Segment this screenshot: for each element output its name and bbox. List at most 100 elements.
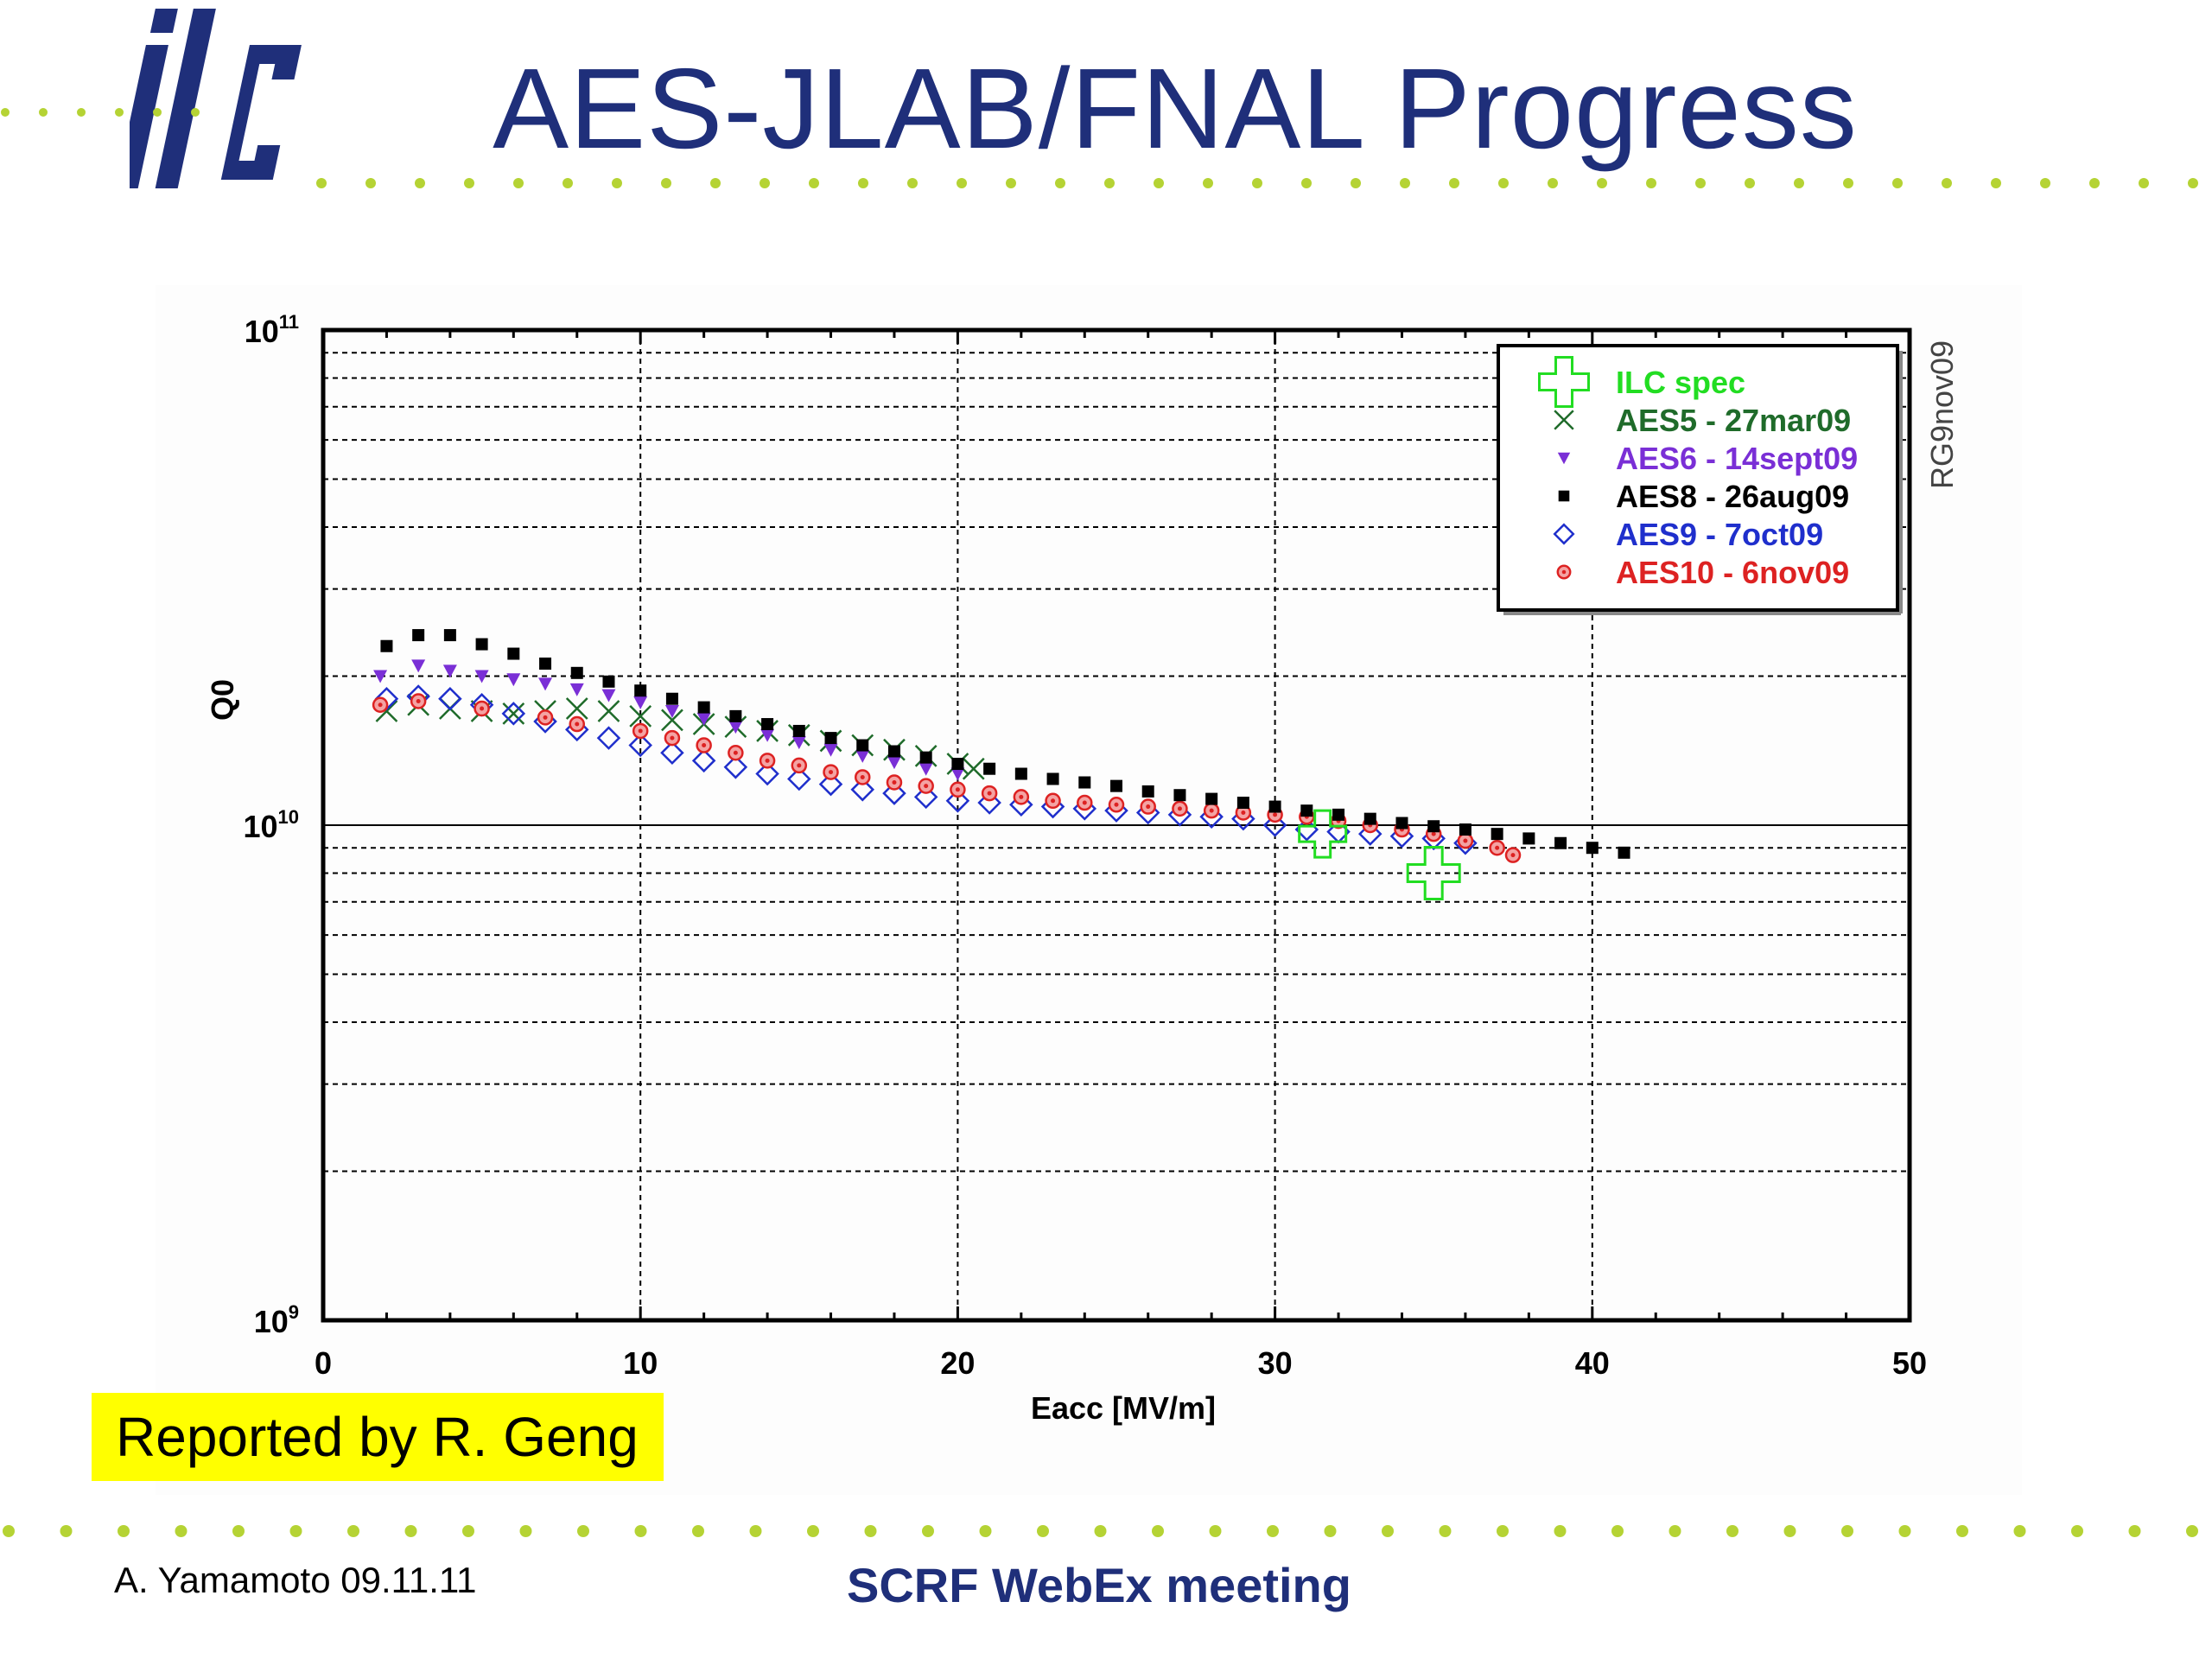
- data-point: [1268, 800, 1281, 813]
- reported-by-note: Reported by R. Geng: [92, 1393, 664, 1481]
- ilc-logo: ilc: [130, 9, 302, 188]
- data-point: [791, 736, 806, 750]
- data-point: [856, 739, 869, 752]
- data-point: [442, 664, 457, 678]
- side-label: RG9nov09: [1924, 340, 1960, 489]
- data-point: [850, 778, 875, 802]
- data-point: [538, 677, 553, 691]
- x-axis-label: Eacc [MV/m]: [1031, 1390, 1216, 1426]
- data-point: [373, 670, 388, 683]
- x-tick-label: 30: [1258, 1345, 1293, 1381]
- data-point: [1014, 767, 1027, 780]
- data-point: [887, 745, 900, 758]
- data-point: [501, 702, 526, 726]
- footer-author: A. Yamamoto 09.11.11: [114, 1560, 477, 1600]
- data-point: [438, 686, 462, 711]
- series-aes8: [380, 629, 1630, 859]
- data-point: [629, 704, 652, 728]
- x-tick-label: 20: [940, 1345, 975, 1381]
- data-point: [1077, 794, 1093, 811]
- data-point: [761, 718, 774, 731]
- series-aes6: [373, 659, 965, 781]
- data-point: [475, 638, 488, 651]
- data-point: [628, 733, 652, 758]
- data-point: [1141, 785, 1154, 798]
- data-point: [1332, 808, 1345, 821]
- data-point: [918, 762, 933, 776]
- data-point: [1009, 792, 1033, 817]
- data-point: [602, 675, 615, 688]
- data-point: [664, 729, 681, 747]
- data-point: [723, 755, 748, 779]
- data-point: [697, 701, 710, 714]
- data-point: [661, 709, 683, 732]
- data-point: [412, 629, 425, 642]
- data-point: [691, 748, 716, 773]
- data-point: [823, 743, 838, 757]
- legend-label: AES5 - 27mar09: [1616, 403, 1851, 438]
- data-point: [1172, 800, 1188, 817]
- data-point: [1556, 564, 1572, 580]
- data-point: [537, 709, 554, 726]
- data-point: [633, 696, 648, 709]
- data-point: [1140, 798, 1156, 815]
- data-point: [962, 757, 985, 780]
- data-point: [539, 658, 552, 671]
- data-point: [945, 789, 970, 813]
- data-point: [728, 721, 743, 734]
- data-point: [823, 764, 839, 780]
- data-point: [1203, 802, 1220, 819]
- data-point: [824, 732, 837, 745]
- data-point: [660, 741, 684, 766]
- data-point: [887, 756, 901, 770]
- data-point: [918, 778, 934, 794]
- data-point: [950, 767, 965, 781]
- x-tick-label: 50: [1892, 1345, 1927, 1381]
- data-point: [696, 737, 712, 753]
- data-point: [855, 749, 870, 763]
- data-point: [410, 693, 427, 709]
- data-point: [1013, 789, 1030, 805]
- y-tick-label: 1011: [245, 311, 299, 349]
- y-axis-label: Q0: [205, 679, 240, 721]
- data-point: [1173, 789, 1186, 802]
- data-point: [886, 774, 903, 791]
- bottom-dotted-divider: [3, 1525, 2198, 1537]
- y-tick-label: 1010: [243, 806, 299, 844]
- data-point: [759, 753, 776, 769]
- data-point: [951, 758, 964, 771]
- series-ilc: [1298, 809, 1461, 901]
- x-tick-label: 40: [1575, 1345, 1610, 1381]
- data-point: [977, 791, 1001, 815]
- data-point: [632, 722, 649, 740]
- data-point: [502, 702, 525, 725]
- data-point: [729, 709, 742, 722]
- data-point: [1554, 410, 1574, 430]
- top-dotted-divider: [1, 108, 2198, 188]
- data-point: [792, 724, 805, 737]
- data-point: [443, 629, 456, 642]
- data-point: [1618, 846, 1630, 859]
- legend-label: AES8 - 26aug09: [1616, 479, 1849, 514]
- data-point: [601, 689, 616, 702]
- data-point: [474, 670, 489, 683]
- data-point: [1236, 797, 1249, 810]
- data-point: [696, 712, 711, 726]
- data-point: [569, 683, 584, 696]
- data-point: [1553, 523, 1575, 545]
- data-point: [1046, 772, 1059, 785]
- data-point: [818, 772, 843, 797]
- x-tick-label: 10: [623, 1345, 658, 1381]
- data-point: [1489, 839, 1505, 856]
- data-point: [1557, 452, 1571, 465]
- data-point: [1522, 832, 1535, 845]
- data-point: [1300, 804, 1313, 817]
- data-point: [983, 762, 996, 775]
- data-point: [787, 766, 811, 791]
- data-point: [913, 785, 938, 810]
- data-point: [1110, 779, 1122, 792]
- data-point: [1491, 828, 1503, 841]
- y-tick-label: 109: [254, 1301, 299, 1339]
- x-tick-label: 0: [315, 1345, 332, 1381]
- data-point: [760, 728, 775, 742]
